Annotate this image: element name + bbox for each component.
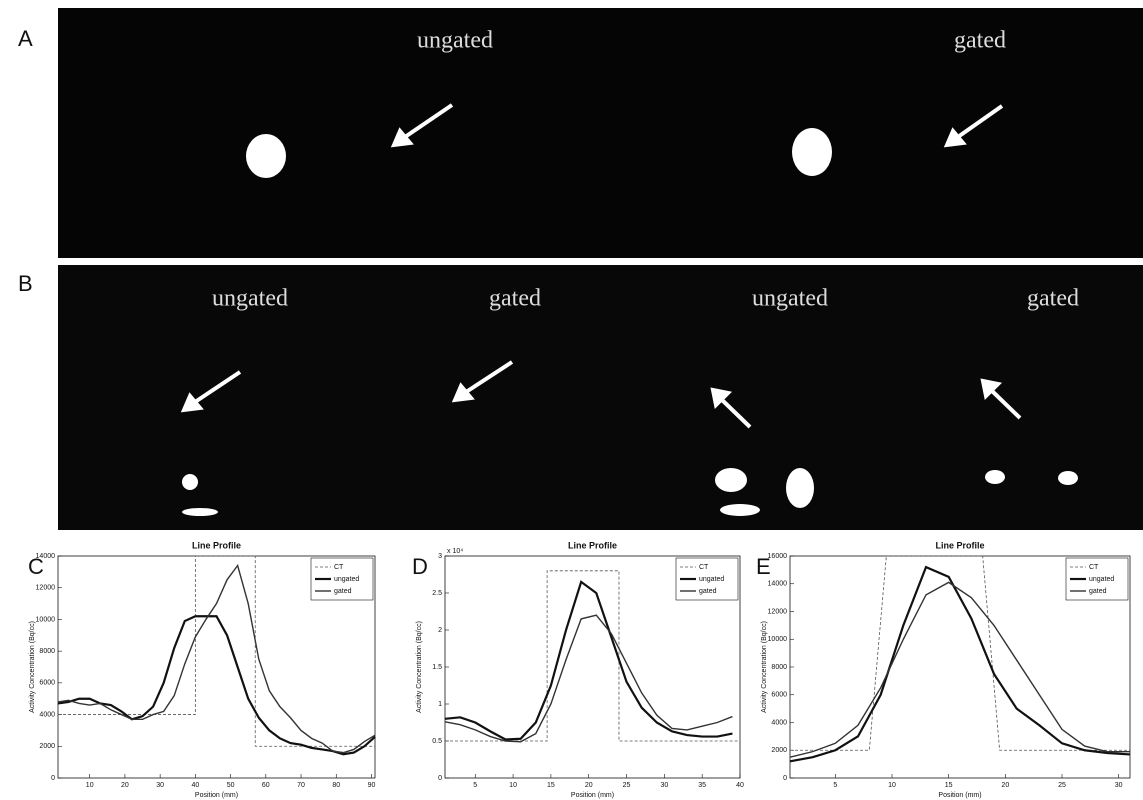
x-tick-label: 10 <box>86 782 94 789</box>
image-label: ungated <box>752 286 828 312</box>
image-label: gated <box>954 28 1006 54</box>
legend-label: gated <box>1089 588 1107 595</box>
x-tick-label: 10 <box>888 782 896 789</box>
y-axis-label: Activity Concentration (Bq/cc) <box>29 621 36 713</box>
x-tick-label: 30 <box>660 782 668 789</box>
series-line <box>789 581 1130 758</box>
series-line <box>58 555 375 747</box>
image-b <box>58 265 1143 530</box>
panel-label: C <box>28 554 44 579</box>
x-tick-label: 90 <box>368 782 376 789</box>
y-tick-label: 2.5 <box>432 590 442 597</box>
chart-title: Line Profile <box>192 540 241 550</box>
y-tick-label: 2 <box>438 627 442 634</box>
x-tick-label: 40 <box>736 782 744 789</box>
panel-label: D <box>412 554 428 579</box>
legend-label: ungated <box>334 576 359 583</box>
y-exponent-label: x 10⁴ <box>447 548 463 555</box>
y-tick-label: 10000 <box>36 616 56 623</box>
y-tick-label: 14000 <box>768 581 788 588</box>
legend-label: ungated <box>699 576 724 583</box>
y-tick-label: 0 <box>51 775 55 782</box>
legend-label: gated <box>699 588 717 595</box>
x-tick-label: 30 <box>1115 782 1123 789</box>
y-axis-label: Activity Concentration (Bq/cc) <box>761 621 768 713</box>
y-tick-label: 0 <box>438 775 442 782</box>
y-tick-label: 12000 <box>36 585 56 592</box>
y-tick-label: 12000 <box>768 608 788 615</box>
image-label: gated <box>489 286 541 312</box>
x-tick-label: 80 <box>332 782 340 789</box>
legend-label: gated <box>334 588 352 595</box>
x-tick-label: 15 <box>547 782 555 789</box>
y-tick-label: 4000 <box>771 719 787 726</box>
blobs <box>182 128 1078 516</box>
y-tick-label: 6000 <box>771 692 787 699</box>
x-tick-label: 5 <box>833 782 837 789</box>
x-tick-label: 25 <box>1058 782 1066 789</box>
y-tick-label: 3 <box>438 553 442 560</box>
y-tick-label: 2000 <box>39 743 55 750</box>
x-tick-label: 35 <box>698 782 706 789</box>
legend-label: CT <box>699 564 709 571</box>
legend-box <box>310 557 374 601</box>
legend-label: CT <box>1089 564 1099 571</box>
series-line <box>444 614 733 743</box>
x-tick-label: 40 <box>191 782 199 789</box>
y-tick-label: 6000 <box>39 680 55 687</box>
x-tick-label: 20 <box>121 782 129 789</box>
x-tick-label: 5 <box>473 782 477 789</box>
x-tick-label: 30 <box>156 782 164 789</box>
image-label: ungated <box>417 28 493 54</box>
panel-label: E <box>756 554 771 579</box>
y-tick-label: 14000 <box>36 553 56 560</box>
series-line <box>57 563 376 754</box>
y-tick-label: 8000 <box>771 664 787 671</box>
x-tick-label: 25 <box>623 782 631 789</box>
x-tick-label: 50 <box>227 782 235 789</box>
y-tick-label: 0 <box>783 775 787 782</box>
series-line <box>790 555 1130 751</box>
x-axis-label: Position (mm) <box>195 792 238 799</box>
y-tick-label: 16000 <box>768 553 788 560</box>
series-line <box>444 580 733 741</box>
panel-label: A <box>18 26 33 51</box>
legend-label: ungated <box>1089 576 1114 583</box>
series-line <box>789 565 1131 763</box>
image-label: ungated <box>212 286 288 312</box>
legend-label: CT <box>334 564 344 571</box>
x-tick-label: 20 <box>1001 782 1009 789</box>
x-tick-label: 15 <box>945 782 953 789</box>
y-tick-label: 4000 <box>39 711 55 718</box>
y-tick-label: 10000 <box>768 636 788 643</box>
arrows <box>180 103 1022 429</box>
chart-title: Line Profile <box>935 540 984 550</box>
x-tick-label: 10 <box>509 782 517 789</box>
panel-label: B <box>18 271 33 296</box>
chart-title: Line Profile <box>568 540 617 550</box>
y-tick-label: 8000 <box>39 648 55 655</box>
y-tick-label: 1 <box>438 701 442 708</box>
series-line <box>445 570 740 742</box>
x-tick-label: 20 <box>585 782 593 789</box>
x-axis-label: Position (mm) <box>938 792 981 799</box>
series-line <box>57 615 376 756</box>
x-axis-label: Position (mm) <box>571 792 614 799</box>
y-tick-label: 2000 <box>771 747 787 754</box>
y-tick-label: 1.5 <box>432 664 442 671</box>
x-tick-label: 60 <box>262 782 270 789</box>
y-tick-label: 0.5 <box>432 738 442 745</box>
x-tick-label: 70 <box>297 782 305 789</box>
y-axis-label: Activity Concentration (Bq/cc) <box>416 621 423 713</box>
image-label: gated <box>1027 286 1079 312</box>
